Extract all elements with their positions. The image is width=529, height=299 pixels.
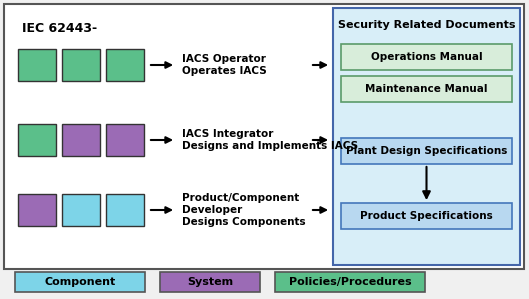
Text: Security Related Documents: Security Related Documents <box>338 20 515 30</box>
Text: Operations Manual: Operations Manual <box>371 52 482 62</box>
Text: Component: Component <box>44 277 116 287</box>
Text: 2-4: 2-4 <box>28 135 47 145</box>
FancyBboxPatch shape <box>341 138 512 164</box>
Text: 3-3: 3-3 <box>116 135 134 145</box>
Text: Plant Design Specifications: Plant Design Specifications <box>346 146 507 156</box>
Text: 2-3: 2-3 <box>71 60 90 70</box>
FancyBboxPatch shape <box>18 194 56 226</box>
Text: Developer: Developer <box>182 205 242 215</box>
FancyBboxPatch shape <box>4 4 524 269</box>
FancyBboxPatch shape <box>18 124 56 156</box>
Text: 2-4: 2-4 <box>115 60 134 70</box>
FancyBboxPatch shape <box>341 203 512 229</box>
Text: Policies/Procedures: Policies/Procedures <box>289 277 412 287</box>
Text: IACS Operator: IACS Operator <box>182 54 266 64</box>
Text: Designs and Implements IACS: Designs and Implements IACS <box>182 141 358 151</box>
FancyBboxPatch shape <box>106 49 144 81</box>
FancyBboxPatch shape <box>15 272 145 292</box>
Text: 3-3: 3-3 <box>28 205 47 215</box>
FancyBboxPatch shape <box>160 272 260 292</box>
FancyBboxPatch shape <box>106 124 144 156</box>
FancyBboxPatch shape <box>18 49 56 81</box>
Text: 4-2: 4-2 <box>115 205 134 215</box>
Text: Product/Component: Product/Component <box>182 193 299 203</box>
FancyBboxPatch shape <box>62 49 100 81</box>
Text: Designs Components: Designs Components <box>182 217 306 227</box>
FancyBboxPatch shape <box>275 272 425 292</box>
Text: 2-1: 2-1 <box>28 60 47 70</box>
Text: Operates IACS: Operates IACS <box>182 66 267 76</box>
FancyBboxPatch shape <box>333 8 520 265</box>
Text: Maintenance Manual: Maintenance Manual <box>365 84 488 94</box>
Text: IEC 62443-: IEC 62443- <box>22 22 97 35</box>
Text: Product Specifications: Product Specifications <box>360 211 493 221</box>
FancyBboxPatch shape <box>62 124 100 156</box>
FancyBboxPatch shape <box>106 194 144 226</box>
Text: System: System <box>187 277 233 287</box>
Text: 4-1: 4-1 <box>71 205 90 215</box>
FancyBboxPatch shape <box>341 76 512 102</box>
FancyBboxPatch shape <box>62 194 100 226</box>
FancyBboxPatch shape <box>341 44 512 70</box>
Text: 3-2: 3-2 <box>71 135 90 145</box>
Text: IACS Integrator: IACS Integrator <box>182 129 273 139</box>
